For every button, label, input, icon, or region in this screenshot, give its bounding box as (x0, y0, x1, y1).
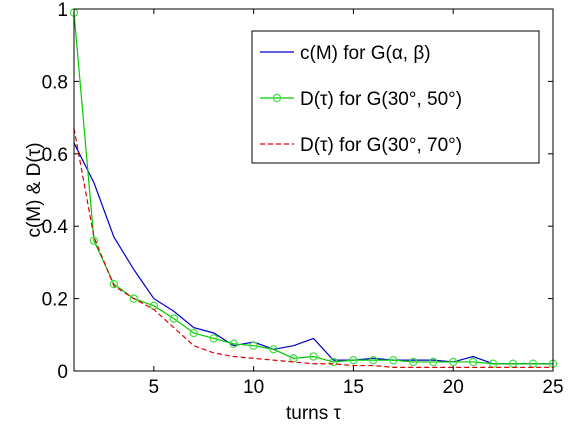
legend: c(M) for G(α, β) D(τ) for G(30°, 50°) D(τ)… (252, 31, 539, 163)
x-axis-label: turns τ (286, 403, 342, 424)
y-tick-label: 0 (57, 362, 68, 383)
legend-entry-label: c(M) for G(α, β) (300, 43, 431, 64)
y-tick-label: 0.6 (42, 145, 68, 166)
legend-entry-label: D(τ) for G(30°, 50°) (300, 89, 462, 110)
x-tick-label: 5 (149, 377, 160, 398)
x-tick-label: 10 (243, 377, 264, 398)
y-tick-label: 0.2 (42, 290, 68, 311)
x-tick-label: 25 (542, 377, 563, 398)
x-tick-label: 15 (343, 377, 364, 398)
y-tick-label: 0.8 (42, 72, 68, 93)
y-tick-label: 0.4 (42, 217, 69, 238)
y-axis-label: c(M) & D(τ) (24, 142, 45, 237)
y-tick-label: 1 (57, 0, 68, 21)
x-tick-label: 20 (443, 377, 464, 398)
legend-entry-label: D(τ) for G(30°, 70°) (300, 135, 462, 156)
